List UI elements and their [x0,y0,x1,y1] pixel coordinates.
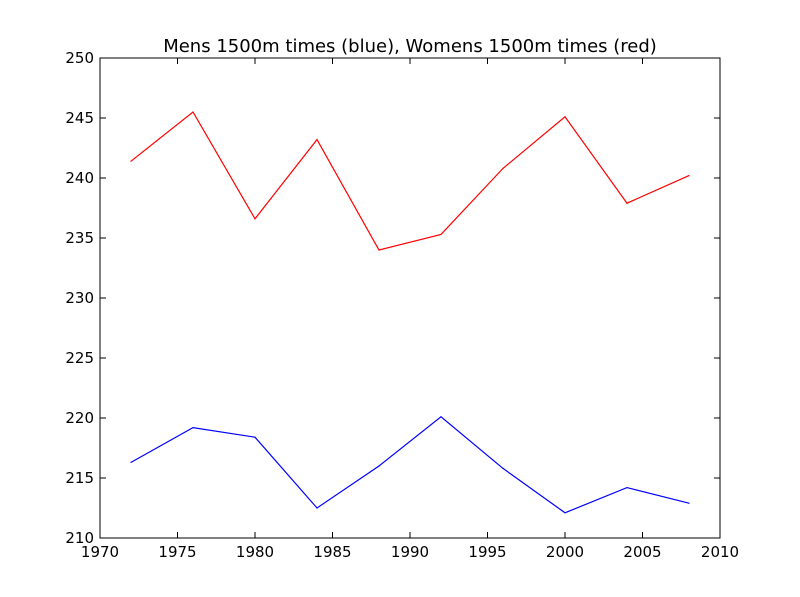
data-point [316,507,318,509]
data-point [564,116,566,118]
y-tick-label: 215 [65,469,94,487]
y-tick-label: 230 [65,289,94,307]
y-tick-label: 210 [65,529,94,547]
data-point [502,167,504,169]
series-line-0 [130,111,690,251]
data-point [130,160,132,162]
data-point [192,427,194,429]
data-point [378,249,380,251]
data-point [626,487,628,489]
x-tick-label: 1970 [81,543,119,561]
data-point [626,202,628,204]
data-point [254,436,256,438]
data-point [564,512,566,514]
series-line-1 [130,416,690,514]
tick-layer: 1970 1975 1980 1985 1990 1995 2000 2005 2010 210 2… [65,49,739,561]
data-point [440,416,442,418]
y-tick-label: 250 [65,49,94,67]
x-tick-label: 2005 [623,543,661,561]
x-tick-label: 1985 [313,543,351,561]
data-point [130,461,132,463]
x-tick-label: 1995 [468,543,506,561]
data-point [254,218,256,220]
data-point [502,467,504,469]
x-tick-label: 1990 [391,543,429,561]
y-tick-label: 245 [65,109,94,127]
x-tick-label: 1975 [158,543,196,561]
y-tick-label: 235 [65,229,94,247]
x-tick-label: 1980 [236,543,274,561]
plot-area [99,57,721,539]
x-tick-label: 2000 [546,543,584,561]
data-point [378,465,380,467]
chart-title: Mens 1500m times (blue), Womens 1500m ti… [163,36,657,57]
data-point [192,111,194,113]
y-tick-label: 225 [65,349,94,367]
y-tick-label: 220 [65,409,94,427]
data-point [688,175,690,177]
x-tick-label: 2010 [701,543,739,561]
data-point [688,502,690,504]
data-point [440,233,442,235]
y-tick-label: 240 [65,169,94,187]
series-layer [130,111,690,514]
data-point [316,139,318,141]
